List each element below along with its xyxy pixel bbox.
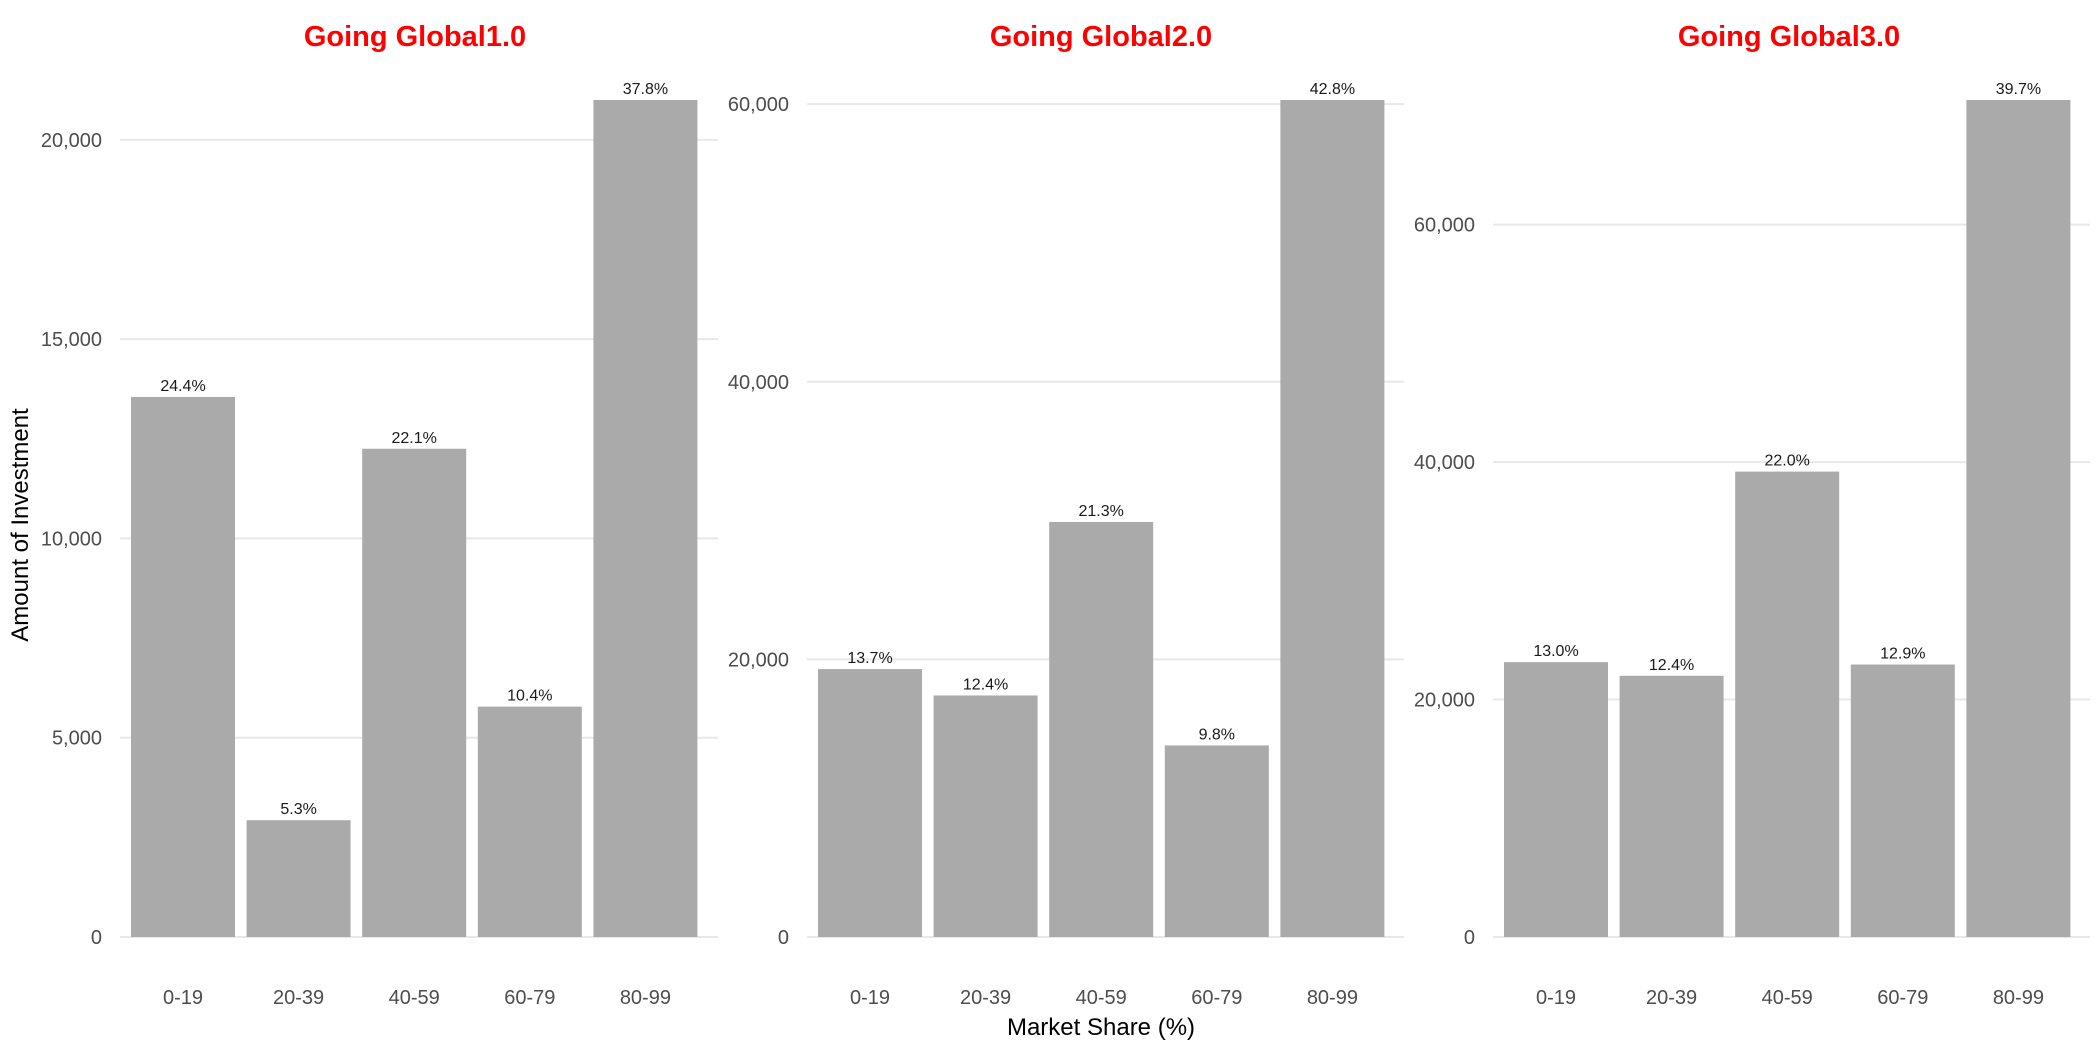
- bar-data-label: 12.4%: [963, 676, 1008, 693]
- x-tick-label: 80-99: [620, 987, 671, 1009]
- bar: [1504, 662, 1608, 937]
- bar: [933, 695, 1038, 937]
- y-tick-label: 20,000: [728, 649, 789, 671]
- y-axis-title: Amount of Investment: [7, 408, 34, 642]
- bar: [1850, 664, 1955, 937]
- x-tick-label: 20-39: [1646, 987, 1697, 1009]
- y-tick-label: 60,000: [728, 94, 789, 116]
- y-tick-label: 10,000: [41, 528, 102, 550]
- y-tick-label: 40,000: [728, 372, 789, 394]
- chart-panel-1: 0 5,000 10,000 15,000 20,000 24.4% 0-19 5.3% 20-…: [41, 21, 718, 1009]
- y-tick-label: 40,000: [1414, 452, 1475, 474]
- panel-title: Going Global1.0: [304, 21, 526, 53]
- bar: [1049, 521, 1154, 937]
- bar-data-label: 12.9%: [1880, 646, 1925, 663]
- x-tick-label: 0-19: [850, 987, 890, 1009]
- bar-data-label: 39.7%: [1996, 81, 2041, 98]
- bar: [1966, 100, 2071, 937]
- bar-data-label: 12.4%: [1649, 657, 1694, 674]
- x-tick-label: 60-79: [504, 987, 555, 1009]
- bar: [246, 820, 351, 937]
- bar-data-label: 22.1%: [392, 430, 437, 447]
- x-tick-label: 60-79: [1191, 987, 1242, 1009]
- x-tick-label: 80-99: [1993, 987, 2044, 1009]
- bar-data-label: 24.4%: [160, 378, 205, 395]
- y-tick-label: 5,000: [52, 728, 102, 750]
- x-tick-label: 20-39: [273, 987, 324, 1009]
- bar: [818, 669, 922, 937]
- bar: [477, 706, 582, 937]
- x-tick-label: 0-19: [163, 987, 203, 1009]
- panel-title: Going Global3.0: [1678, 21, 1900, 53]
- bar: [131, 396, 235, 938]
- bar-data-label: 37.8%: [623, 81, 668, 98]
- bar: [362, 448, 467, 937]
- y-tick-label: 0: [91, 927, 102, 949]
- x-tick-label: 40-59: [1762, 987, 1813, 1009]
- bar-data-label: 21.3%: [1079, 503, 1124, 520]
- bar-data-label: 42.8%: [1310, 81, 1355, 98]
- y-tick-label: 20,000: [41, 130, 102, 152]
- x-tick-label: 60-79: [1877, 987, 1928, 1009]
- x-tick-label: 20-39: [960, 987, 1011, 1009]
- bar-data-label: 22.0%: [1765, 453, 1810, 470]
- x-tick-label: 80-99: [1307, 987, 1358, 1009]
- bar-data-label: 10.4%: [507, 688, 552, 705]
- bar-data-label: 9.8%: [1199, 726, 1235, 743]
- x-tick-label: 0-19: [1536, 987, 1576, 1009]
- bar: [1280, 100, 1385, 937]
- x-tick-label: 40-59: [1076, 987, 1127, 1009]
- bar-data-label: 5.3%: [280, 801, 316, 818]
- bar-data-label: 13.7%: [847, 650, 892, 667]
- x-tick-label: 40-59: [389, 987, 440, 1009]
- y-tick-label: 0: [778, 927, 789, 949]
- x-axis-title: Market Share (%): [1007, 1014, 1195, 1041]
- chart-panel-2: 0 20,000 40,000 60,000 13.7% 0-19 12.4% 20-39 21…: [728, 21, 1404, 1009]
- bar: [1164, 745, 1269, 937]
- y-tick-label: 60,000: [1414, 215, 1475, 237]
- bar: [1619, 675, 1724, 937]
- panel-title: Going Global2.0: [990, 21, 1212, 53]
- y-tick-label: 20,000: [1414, 690, 1475, 712]
- chart-panel-3: 0 20,000 40,000 60,000 13.0% 0-19 12.4% 20-39 22…: [1414, 21, 2090, 1009]
- bar: [1735, 471, 1840, 937]
- bar: [593, 100, 698, 937]
- y-tick-label: 0: [1464, 927, 1475, 949]
- y-tick-label: 15,000: [41, 329, 102, 351]
- bar-data-label: 13.0%: [1533, 643, 1578, 660]
